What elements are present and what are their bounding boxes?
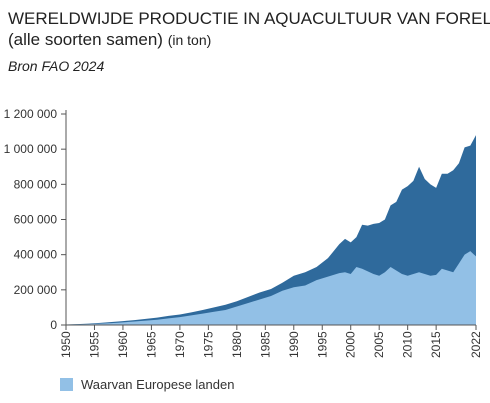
y-tick-label: 200 000 <box>14 283 58 297</box>
x-tick-label: 1990 <box>287 331 301 358</box>
x-tick-label: 1955 <box>87 331 101 358</box>
x-tick-label: 1995 <box>315 331 329 358</box>
chart-title: WERELDWIJDE PRODUCTIE IN AQUACULTUUR VAN… <box>8 8 490 51</box>
chart-title-line2: (alle soorten samen) (in ton) <box>8 29 490 51</box>
area-europe <box>66 251 476 325</box>
x-tick-label: 2005 <box>372 331 386 358</box>
legend: Waarvan Europese landen <box>60 377 234 392</box>
y-tick-label: 800 000 <box>14 177 58 191</box>
y-tick-label: 1 200 000 <box>4 107 58 121</box>
y-tick-label: 400 000 <box>14 248 58 262</box>
x-tick-label: 1970 <box>173 331 187 358</box>
x-tick-label: 1975 <box>201 331 215 358</box>
x-tick-label: 2000 <box>344 331 358 358</box>
y-tick-label: 0 <box>50 318 57 332</box>
x-tick-label: 2010 <box>401 331 415 358</box>
y-tick-label: 600 000 <box>14 213 58 227</box>
y-tick-label: 1 000 000 <box>4 142 58 156</box>
x-tick-label: 1985 <box>258 331 272 358</box>
chart-unit: (in ton) <box>167 32 212 48</box>
legend-label-europe: Waarvan Europese landen <box>81 377 235 392</box>
x-tick-label: 1980 <box>230 331 244 358</box>
chart-subtitle: (alle soorten samen) <box>8 30 163 49</box>
x-tick-label: 2022 <box>469 331 483 358</box>
chart-source: Bron FAO 2024 <box>8 58 105 74</box>
x-tick-label: 1960 <box>116 331 130 358</box>
legend-swatch-europe <box>60 378 73 391</box>
x-tick-label: 2015 <box>429 331 443 358</box>
x-tick-label: 1950 <box>59 331 73 358</box>
x-tick-label: 1965 <box>144 331 158 358</box>
chart-title-line1: WERELDWIJDE PRODUCTIE IN AQUACULTUUR VAN… <box>8 9 490 28</box>
